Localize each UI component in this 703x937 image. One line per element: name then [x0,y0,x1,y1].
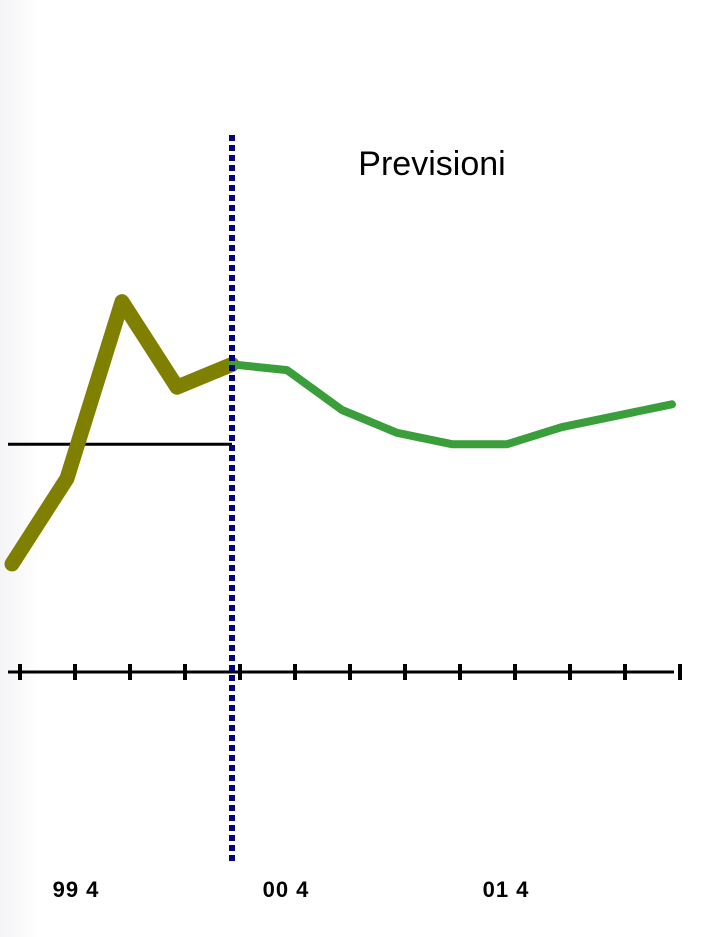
x-tick-label: 00 4 [263,877,310,902]
series-line-forecast [228,360,676,449]
text-layer: Previsioni 99 4 00 4 01 4 [53,145,530,902]
x-tick-label: 99 4 [53,877,100,902]
x-axis [8,664,682,680]
series-line-historical [4,294,240,572]
x-tick-label: 01 4 [483,877,530,902]
forecast-annotation: Previsioni [358,145,505,183]
series-layer [4,294,676,572]
